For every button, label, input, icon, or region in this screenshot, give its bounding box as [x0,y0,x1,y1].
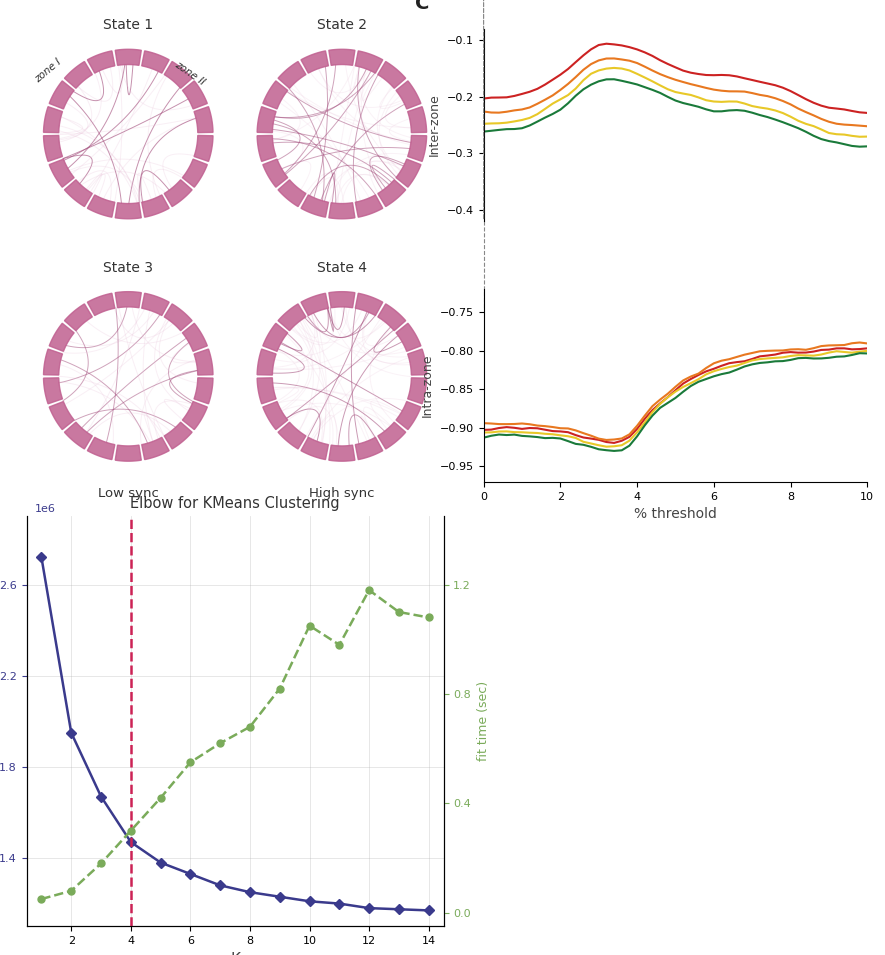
Polygon shape [43,349,63,375]
Polygon shape [396,159,421,187]
Y-axis label: fit time (sec): fit time (sec) [477,681,489,761]
Polygon shape [278,304,306,330]
Polygon shape [263,159,288,187]
Title: Elbow for KMeans Clustering: Elbow for KMeans Clustering [130,496,340,511]
Polygon shape [142,437,169,459]
Text: zone II: zone II [173,59,206,87]
Polygon shape [142,293,169,315]
Polygon shape [182,81,207,109]
Text: 1e6: 1e6 [35,504,56,514]
Polygon shape [165,61,192,88]
Polygon shape [115,291,142,308]
Polygon shape [65,61,92,88]
Polygon shape [182,159,207,187]
Polygon shape [258,107,276,133]
Polygon shape [194,378,213,404]
Polygon shape [378,61,405,88]
Polygon shape [50,81,74,109]
Polygon shape [263,81,288,109]
Polygon shape [115,445,142,461]
Polygon shape [65,422,92,449]
Polygon shape [329,50,355,65]
Polygon shape [396,323,421,351]
Text: High sync: High sync [309,487,374,499]
Polygon shape [301,51,328,74]
Polygon shape [50,401,74,430]
Polygon shape [278,422,306,449]
Polygon shape [329,445,355,461]
Title: State 3: State 3 [104,261,153,275]
Text: C: C [414,0,429,13]
Polygon shape [258,349,276,375]
Polygon shape [278,61,306,88]
Polygon shape [329,291,355,308]
Polygon shape [165,180,192,206]
Polygon shape [258,378,276,404]
Polygon shape [355,437,383,459]
Polygon shape [355,293,383,315]
Polygon shape [88,293,115,315]
Polygon shape [194,349,213,375]
Polygon shape [182,401,207,430]
Polygon shape [263,401,288,430]
Polygon shape [88,51,115,74]
Polygon shape [263,323,288,351]
Polygon shape [115,202,142,219]
Title: State 4: State 4 [317,261,367,275]
Polygon shape [142,51,169,74]
Text: zone I: zone I [33,56,63,84]
Polygon shape [88,437,115,459]
Polygon shape [50,159,74,187]
Polygon shape [301,293,328,315]
Polygon shape [355,51,383,74]
Polygon shape [43,378,63,404]
Polygon shape [396,81,421,109]
Polygon shape [194,107,213,133]
Y-axis label: Intra-zone: Intra-zone [421,353,435,417]
Y-axis label: Inter-zone: Inter-zone [428,94,442,157]
Polygon shape [378,422,405,449]
Polygon shape [43,107,63,133]
Polygon shape [408,107,427,133]
Polygon shape [301,437,328,459]
Polygon shape [50,323,74,351]
Polygon shape [408,349,427,375]
Polygon shape [65,304,92,330]
X-axis label: % threshold: % threshold [634,507,717,521]
Polygon shape [65,180,92,206]
X-axis label: K: K [230,951,240,955]
Polygon shape [408,378,427,404]
Title: State 1: State 1 [104,18,153,32]
Polygon shape [408,136,427,161]
Polygon shape [194,136,213,161]
Title: State 2: State 2 [317,18,367,32]
Text: Low sync: Low sync [98,487,158,499]
Polygon shape [43,136,63,161]
Polygon shape [142,195,169,217]
Polygon shape [396,401,421,430]
Polygon shape [88,195,115,217]
Polygon shape [165,422,192,449]
Polygon shape [301,195,328,217]
Polygon shape [378,180,405,206]
Polygon shape [182,323,207,351]
Polygon shape [165,304,192,330]
Polygon shape [378,304,405,330]
Polygon shape [258,136,276,161]
Polygon shape [329,202,355,219]
Polygon shape [278,180,306,206]
Polygon shape [355,195,383,217]
Polygon shape [115,50,142,65]
